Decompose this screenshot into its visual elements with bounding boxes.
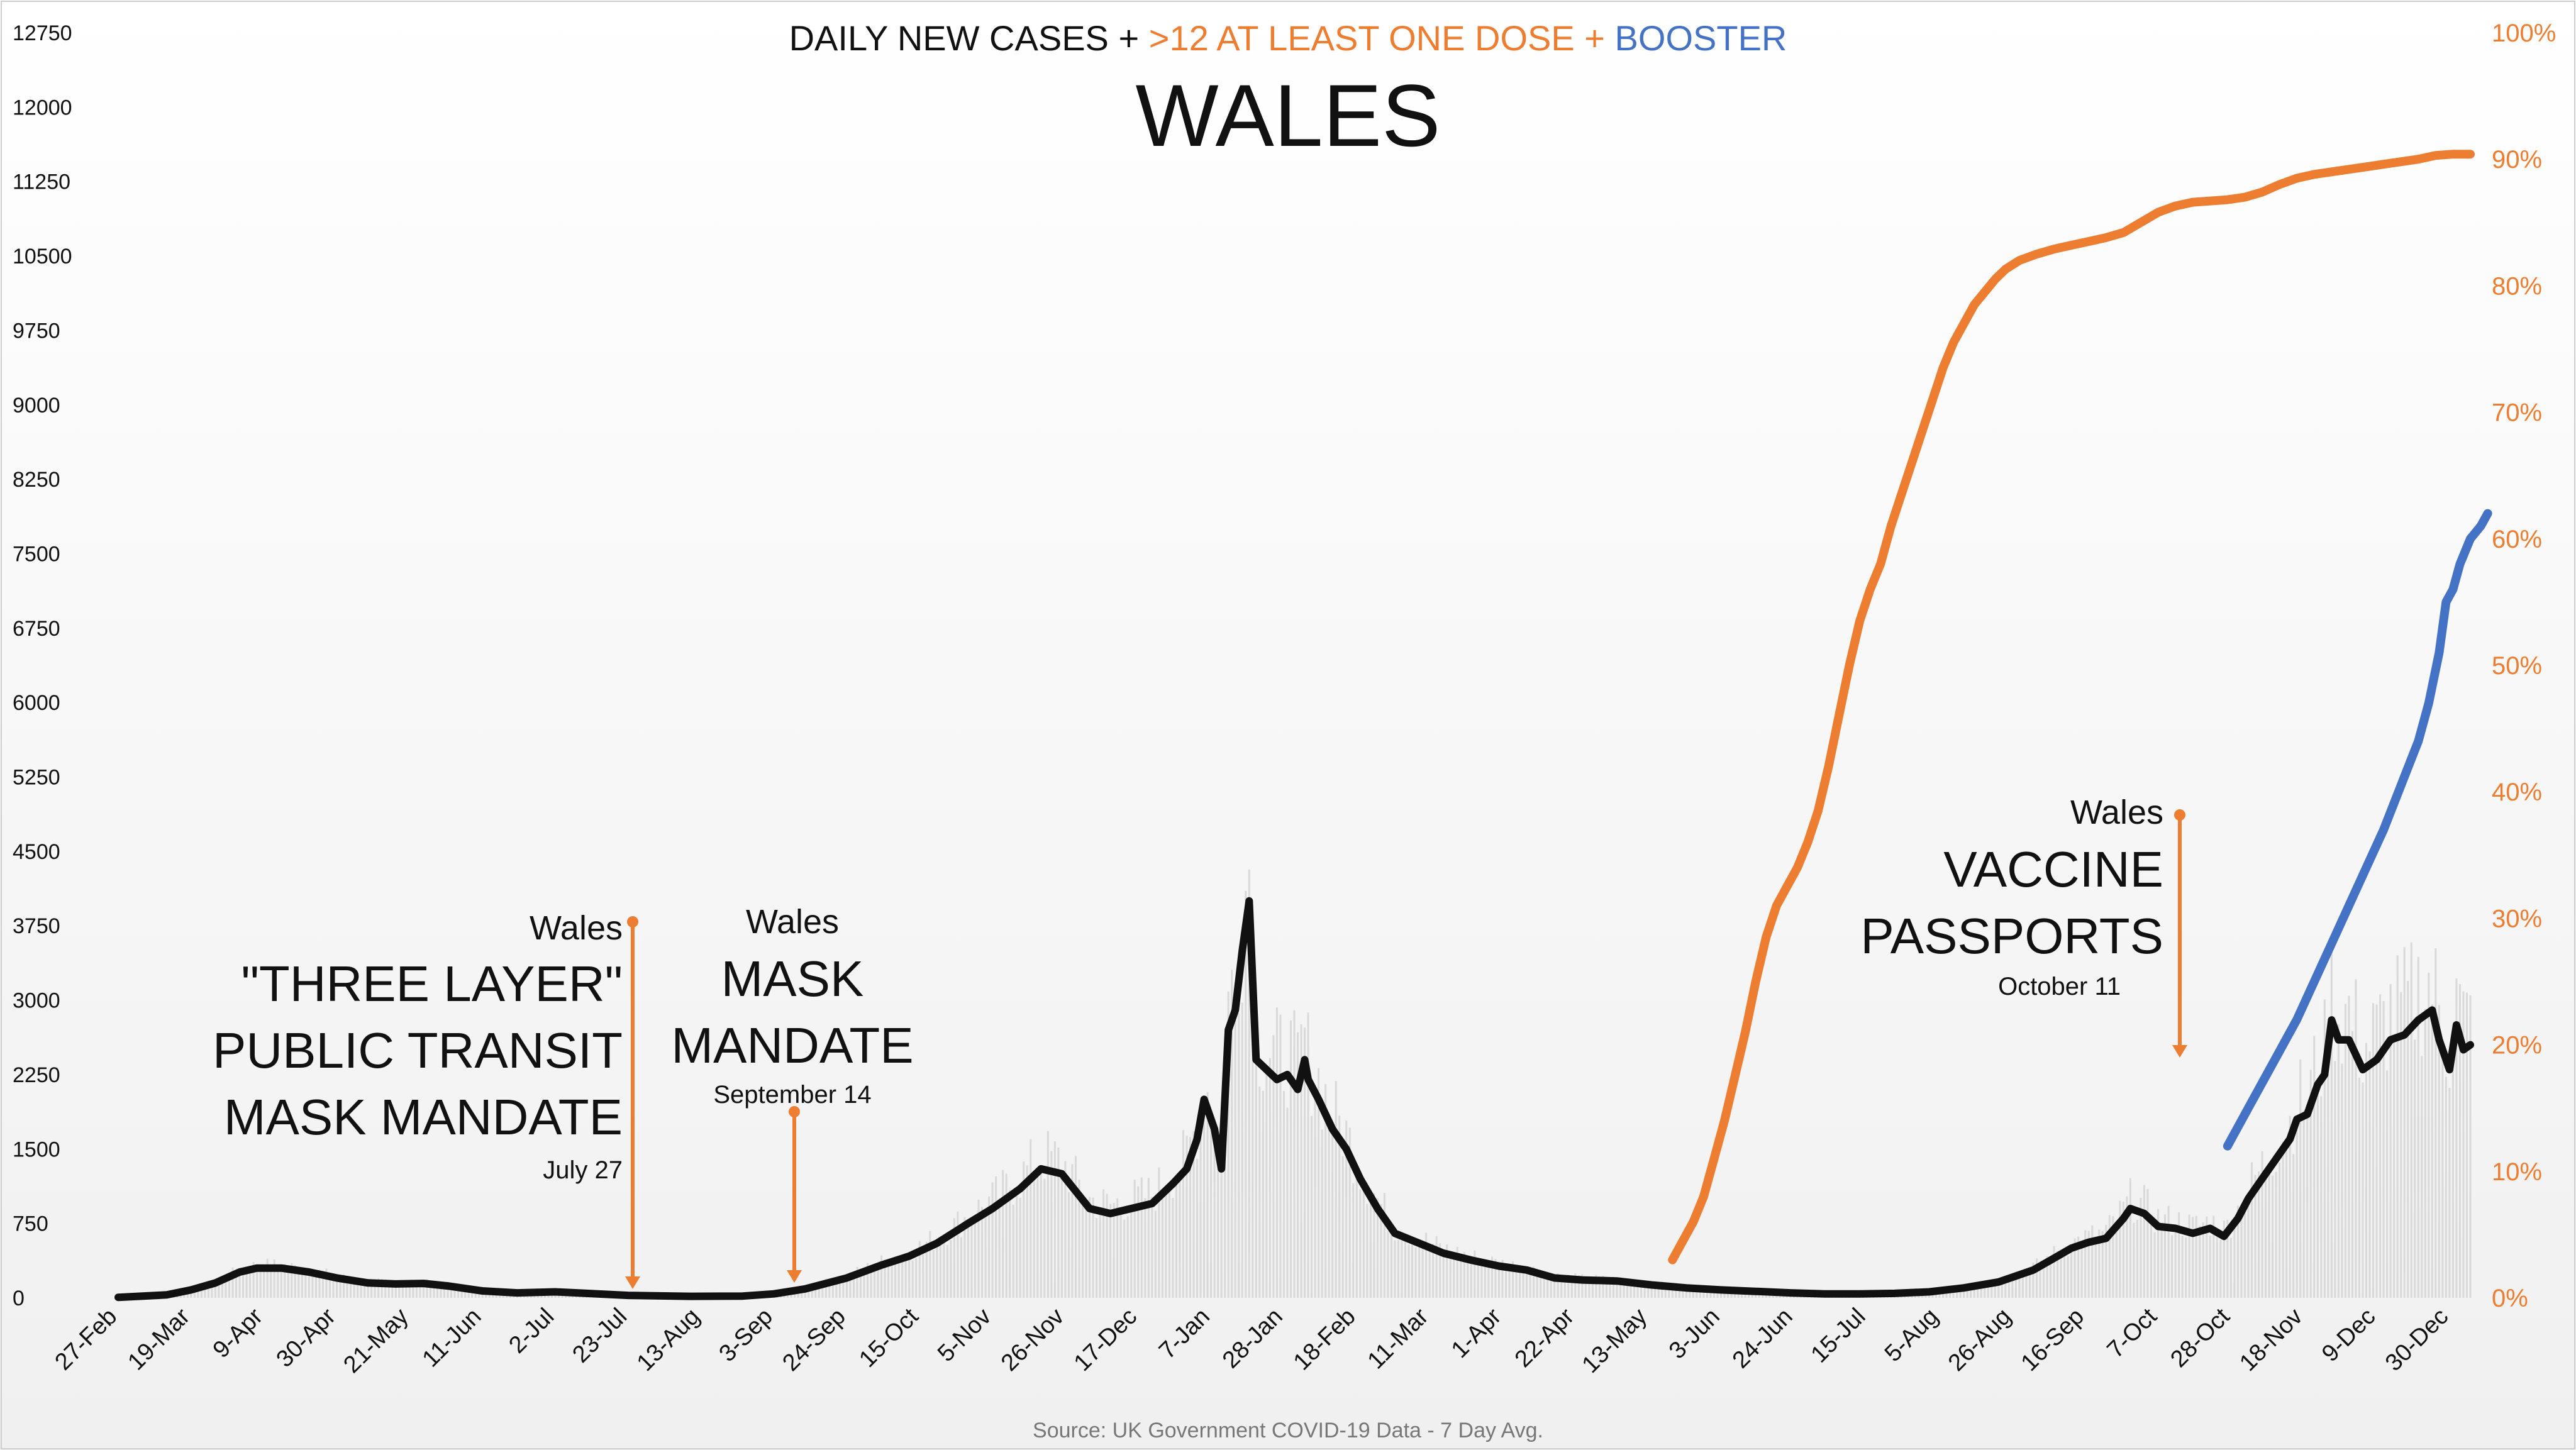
y-right-tick-label-8: 80% bbox=[2492, 272, 2542, 300]
annotation-passports-place: Wales bbox=[2070, 794, 2163, 831]
y-right-tick-label-4: 40% bbox=[2492, 778, 2542, 806]
subtitle-cases: DAILY NEW CASES + bbox=[789, 18, 1149, 58]
annotation-transit-place: Wales bbox=[530, 909, 623, 947]
annotation-passports-line-1: VACCINE bbox=[1943, 841, 2163, 897]
y-left-tick-label-7: 5250 bbox=[13, 766, 60, 790]
y-left-tick-label-5: 3750 bbox=[13, 914, 60, 938]
annotation-passports-line-2: PASSPORTS bbox=[1860, 908, 2163, 964]
y-left-tick-label-10: 7500 bbox=[13, 542, 60, 566]
y-left-tick-label-2: 1500 bbox=[13, 1137, 60, 1161]
y-left-tick-label-6: 4500 bbox=[13, 840, 60, 864]
y-right-tick-label-3: 30% bbox=[2492, 905, 2542, 933]
series-line-booster bbox=[2223, 509, 2492, 1151]
y-right-tick-label-6: 60% bbox=[2492, 526, 2542, 553]
annotation-mask-arrowhead bbox=[787, 1270, 802, 1283]
annotation-transit-line-3: MASK MANDATE bbox=[224, 1089, 623, 1145]
y-left-tick-label-15: 11250 bbox=[13, 170, 70, 194]
y-left-tick-label-3: 2250 bbox=[13, 1063, 60, 1087]
chart-subtitle: DAILY NEW CASES + >12 AT LEAST ONE DOSE … bbox=[789, 18, 1787, 58]
annotation-mask-line-2: MANDATE bbox=[671, 1017, 913, 1073]
y-left-tick-label-9: 6750 bbox=[13, 617, 60, 641]
annotation-transit-arrowhead bbox=[625, 1276, 640, 1289]
series-layer bbox=[114, 150, 2492, 1302]
annotation-passports-arrowhead bbox=[2172, 1045, 2187, 1058]
y-left-tick-label-8: 6000 bbox=[13, 691, 60, 715]
y-left-tick-label-0: 0 bbox=[13, 1287, 25, 1310]
y-right-tick-label-9: 90% bbox=[2492, 146, 2542, 174]
y-left-tick-label-12: 9000 bbox=[13, 394, 60, 418]
series-line-first-dose bbox=[1668, 150, 2475, 1265]
y-right-tick-label-0: 0% bbox=[2492, 1285, 2528, 1312]
annotation-transit-date: July 27 bbox=[543, 1156, 623, 1184]
annotation-mask-mandate: Wales MASK MANDATE September 14 bbox=[671, 903, 914, 1283]
y-right-tick-label-2: 20% bbox=[2492, 1032, 2542, 1060]
y-left-tick-label-17: 12750 bbox=[13, 21, 72, 45]
right-axis: 0% 10% 20% 30% 40% 50% 60% 70% 80% 90% 100% bbox=[2492, 19, 2556, 1312]
subtitle-dose: >12 AT LEAST ONE DOSE bbox=[1149, 18, 1575, 58]
y-left-tick-label-1: 750 bbox=[13, 1212, 48, 1236]
annotation-passports-marker-dot bbox=[2174, 809, 2185, 821]
left-axis: 0 750 1500 2250 3000 3750 4500 5250 6000 6750 7500… bbox=[13, 21, 72, 1310]
annotation-mask-line-1: MASK bbox=[721, 951, 864, 1007]
annotation-mask-marker-dot bbox=[789, 1106, 800, 1117]
annotation-transit-line-2: PUBLIC TRANSIT bbox=[213, 1022, 623, 1078]
annotation-transit-line-1: "THREE LAYER" bbox=[241, 956, 623, 1012]
annotation-transit-mask: Wales "THREE LAYER" PUBLIC TRANSIT MASK … bbox=[213, 909, 640, 1289]
y-left-tick-label-11: 8250 bbox=[13, 468, 60, 492]
chart-title: WALES bbox=[1136, 66, 1441, 165]
chart-source: Source: UK Government COVID-19 Data - 7 … bbox=[1033, 1419, 1543, 1442]
subtitle-plus: + bbox=[1575, 18, 1615, 58]
series-line-daily-cases bbox=[114, 897, 2474, 1302]
subtitle-booster: BOOSTER bbox=[1615, 18, 1787, 58]
annotation-vaccine-passports: Wales VACCINE PASSPORTS October 11 bbox=[1860, 794, 2187, 1058]
y-right-tick-label-10: 100% bbox=[2492, 19, 2556, 47]
annotation-passports-date: October 11 bbox=[1998, 973, 2121, 1000]
annotation-mask-date: September 14 bbox=[713, 1081, 871, 1109]
y-left-tick-label-4: 3000 bbox=[13, 989, 60, 1013]
y-right-tick-label-7: 70% bbox=[2492, 399, 2542, 427]
y-right-tick-label-1: 10% bbox=[2492, 1158, 2542, 1186]
annotation-transit-marker-dot bbox=[627, 916, 638, 927]
y-left-tick-label-16: 12000 bbox=[13, 96, 72, 119]
y-right-tick-label-5: 50% bbox=[2492, 652, 2542, 680]
y-left-tick-label-14: 10500 bbox=[13, 245, 72, 268]
y-left-tick-label-13: 9750 bbox=[13, 319, 60, 343]
annotation-mask-place: Wales bbox=[746, 903, 839, 941]
